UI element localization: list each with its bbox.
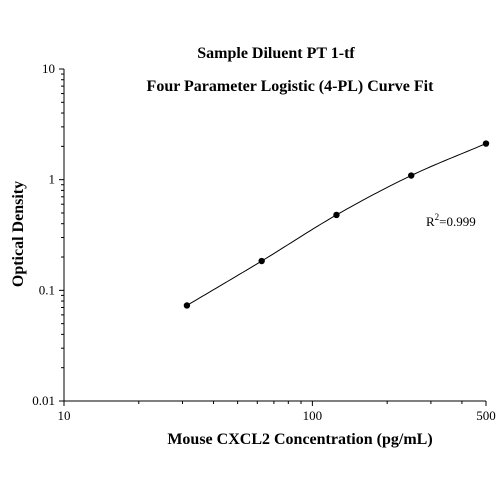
r-squared-sup: 2 (435, 212, 440, 222)
y-ticks: 0.01 0.1 1 10 (32, 61, 64, 408)
y-tick-label: 0.01 (32, 393, 55, 408)
y-tick-label: 10 (42, 61, 55, 76)
r-squared-base: R (426, 214, 435, 229)
data-point (408, 172, 415, 179)
data-point (333, 211, 340, 219)
y-tick-label: 1 (49, 172, 56, 187)
y-axis-label: Optical Density (10, 181, 27, 287)
plot-area: 0.01 0.1 1 10 10 100 500 (32, 61, 496, 423)
x-axis-label: Mouse CXCL2 Concentration (pg/mL) (167, 431, 432, 448)
data-points (183, 140, 490, 309)
r-squared-value: =0.999 (439, 214, 476, 229)
chart-subtitle: Four Parameter Logistic (4-PL) Curve Fit (147, 78, 435, 95)
data-point (258, 257, 265, 265)
x-tick-label: 10 (58, 408, 71, 423)
chart-title: Sample Diluent PT 1-tf (197, 45, 355, 62)
x-tick-label: 500 (476, 408, 496, 423)
data-point (482, 140, 490, 147)
r-squared-annotation: R2=0.999 (426, 212, 476, 229)
x-ticks: 10 100 500 (58, 401, 496, 423)
y-tick-label: 0.1 (39, 282, 55, 297)
x-tick-label: 100 (303, 408, 323, 423)
data-point (183, 302, 191, 309)
